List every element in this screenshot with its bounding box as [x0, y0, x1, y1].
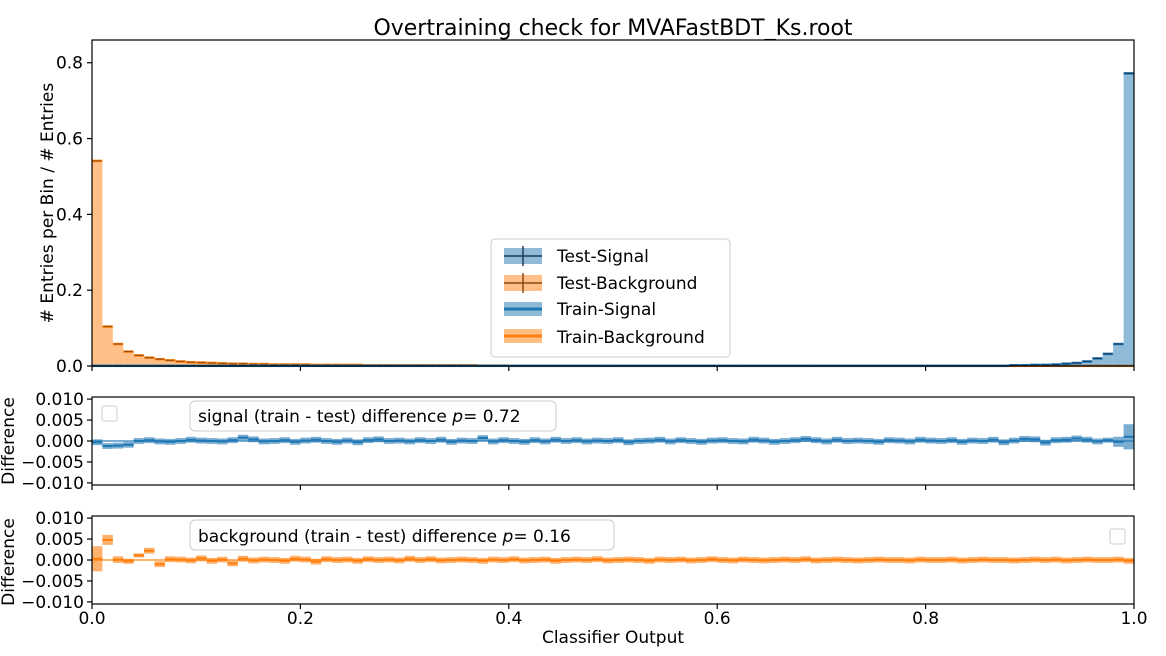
background-bar	[175, 361, 186, 366]
legend-label-train-background: Train-Background	[556, 328, 705, 348]
signal-bar	[1102, 353, 1114, 366]
main-axes-frame	[91, 39, 1135, 367]
signal-y-tick-label: −0.010	[21, 474, 84, 494]
main-y-tick-label: 0.8	[56, 54, 83, 74]
signal-y-tick-label: 0.000	[35, 432, 84, 452]
background-bar	[133, 355, 145, 366]
background-x-tick-label: 0.0	[78, 609, 105, 629]
main-y-ticks: 0.0 0.2 0.4 0.6 0.8	[56, 54, 92, 377]
signal-bar	[1123, 73, 1134, 366]
background-x-tick-label: 0.8	[912, 609, 939, 629]
signal-y-tick-label: 0.010	[35, 390, 84, 410]
background-bar	[112, 344, 124, 366]
signal-annotation-text: signal (train - test) difference p= 0.72	[198, 407, 521, 427]
background-empty-legend-box	[1109, 528, 1126, 545]
background-x-tick-label: 0.2	[287, 609, 314, 629]
signal-bar	[1071, 362, 1082, 366]
signal-bar	[1113, 344, 1124, 366]
background-annotation-text: background (train - test) difference p= …	[198, 527, 571, 547]
legend-entry-test-signal: Test-Signal	[504, 246, 649, 267]
signal-difference-bars	[92, 424, 1134, 450]
background-x-tick-label: 1.0	[1120, 609, 1147, 629]
signal-annotation: signal (train - test) difference p= 0.72	[189, 400, 557, 432]
background-annotation: background (train - test) difference p= …	[189, 519, 615, 551]
signal-annotation-box	[189, 400, 557, 432]
legend-entry-test-background: Test-Background	[504, 273, 697, 294]
background-y-tick-label: 0.005	[35, 530, 84, 550]
background-bar	[92, 160, 103, 366]
background-x-ticks: 0.0 0.2 0.4 0.6 0.8 1.0	[78, 604, 1148, 629]
background-annotation-box	[189, 519, 615, 551]
background-x-tick-label: 0.6	[704, 609, 731, 629]
background-bar	[102, 326, 113, 366]
signal-annotation-prefix: signal (train - test) difference	[198, 407, 452, 427]
main-y-axis-label: # Entries per Bin / # Entries	[38, 83, 58, 324]
background-annotation-prefix: background (train - test) difference	[198, 527, 503, 547]
background-bar	[206, 362, 218, 366]
background-bar	[196, 362, 207, 366]
main-distribution-panel: 0.0 0.2 0.4 0.6 0.8 # Entries per Bin / # En…	[38, 39, 1135, 377]
background-y-axis-label: Difference	[0, 518, 19, 606]
background-y-tick-label: 0.000	[35, 551, 84, 571]
signal-y-tick-label: 0.005	[35, 411, 84, 431]
legend-entry-train-signal: Train-Signal	[504, 300, 656, 320]
signal-empty-legend-box	[101, 405, 118, 422]
main-y-tick-label: 0.0	[56, 357, 83, 377]
signal-annotation-p-symbol: p	[451, 407, 463, 427]
background-bar	[185, 362, 197, 366]
legend-entry-train-background: Train-Background	[504, 328, 705, 348]
signal-bar	[1081, 361, 1093, 366]
main-y-tick-label: 0.6	[56, 130, 83, 150]
main-x-ticks	[91, 366, 1135, 371]
main-y-tick-label: 0.2	[56, 281, 83, 301]
legend-label-test-background: Test-Background	[556, 274, 697, 294]
background-bar	[123, 351, 134, 366]
background-y-tick-label: −0.005	[21, 572, 84, 592]
legend-box	[490, 238, 731, 358]
signal-annotation-p-value: = 0.72	[463, 407, 521, 427]
background-y-tick-label: 0.010	[35, 509, 84, 529]
signal-bar	[1092, 358, 1103, 366]
background-annotation-p-symbol: p	[502, 527, 514, 547]
signal-y-axis-label: Difference	[0, 397, 19, 485]
background-bar	[154, 359, 165, 366]
signal-x-ticks	[91, 485, 1135, 490]
background-bar	[144, 357, 155, 366]
x-axis-label: Classifier Output	[542, 628, 684, 648]
signal-y-tick-label: −0.005	[21, 453, 84, 473]
background-y-tick-label: −0.010	[21, 593, 84, 613]
legend-label-test-signal: Test-Signal	[556, 247, 649, 267]
legend: Test-Signal Test-Background Train-Signal…	[490, 238, 731, 358]
legend-label-train-signal: Train-Signal	[556, 300, 656, 320]
background-annotation-p-value: = 0.16	[513, 527, 571, 547]
background-x-tick-label: 0.4	[495, 609, 522, 629]
chart-title: Overtraining check for MVAFastBDT_Ks.roo…	[373, 16, 852, 41]
background-bar	[164, 360, 176, 366]
background-difference-bars	[92, 534, 1134, 572]
main-y-tick-label: 0.4	[56, 205, 83, 225]
